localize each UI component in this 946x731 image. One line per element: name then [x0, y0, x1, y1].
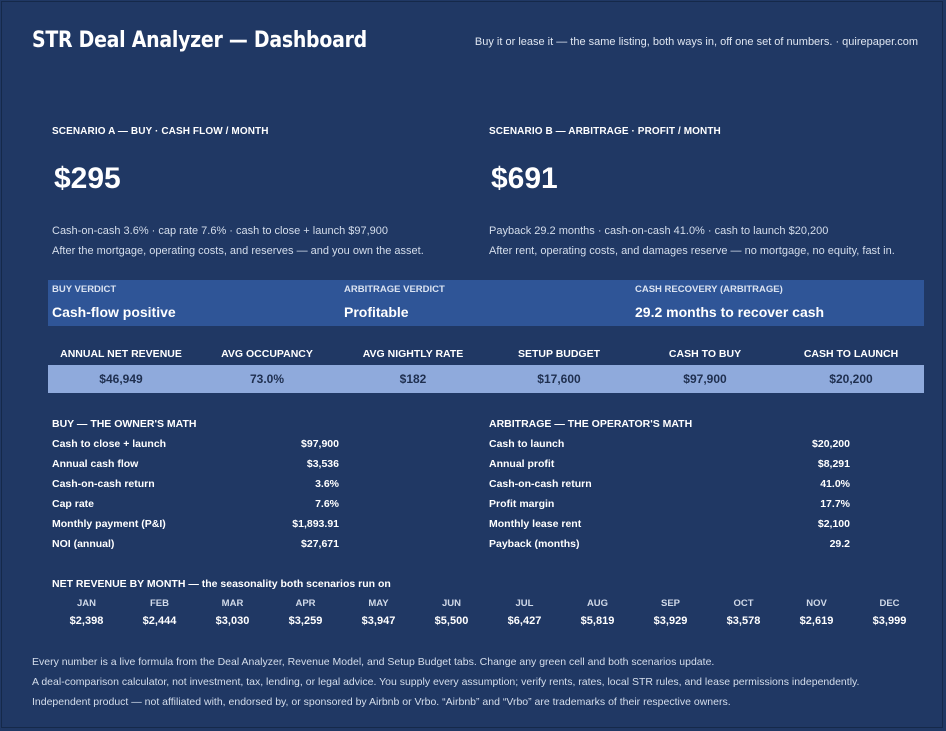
kpi-value-avg-occupancy: 73.0% [249, 372, 285, 386]
buy-math-value: $27,671 [301, 538, 339, 550]
scenario-b-profit: $691 [491, 162, 558, 195]
month-label: SEP [660, 598, 680, 609]
kpi-band [48, 365, 924, 393]
month-label: FEB [150, 598, 169, 609]
month-value: $5,500 [434, 615, 469, 627]
month-label: AUG [586, 598, 609, 609]
buy-math-value: 7.6% [315, 498, 339, 510]
month-value: $3,947 [361, 615, 396, 627]
buy-math-label: Annual cash flow [52, 458, 139, 470]
month-label: DEC [879, 598, 900, 609]
month-value: $3,929 [653, 615, 688, 627]
cash-recovery-label: CASH RECOVERY (ARBITRAGE) [635, 284, 783, 295]
footnote-live-formulas: Every number is a live formula from the … [32, 656, 715, 668]
buy-math-row: Cash-on-cash return 3.6% [52, 478, 339, 498]
buy-math-value: $97,900 [301, 438, 339, 450]
kpi-value-annual-net-revenue: $46,949 [99, 372, 143, 386]
arbitrage-math-row: Cash to launch $20,200 [489, 438, 850, 458]
footnote-trademarks: Independent product — not affiliated wit… [32, 696, 731, 708]
scenario-b-metrics: Payback 29.2 months · cash-on-cash 41.0%… [489, 225, 829, 237]
buy-math-label: Cash-on-cash return [52, 478, 155, 490]
buy-math-row: NOI (annual) $27,671 [52, 538, 339, 558]
month-value: $3,030 [215, 615, 250, 627]
arbitrage-math-label: Profit margin [489, 498, 555, 510]
arbitrage-math-value: $2,100 [817, 518, 850, 530]
arbitrage-math-label: Annual profit [489, 458, 555, 470]
kpi-value-setup-budget: $17,600 [537, 372, 581, 386]
month-label: APR [295, 598, 316, 609]
arbitrage-math-heading: ARBITRAGE — THE OPERATOR'S MATH [489, 418, 693, 430]
scenario-a-cash-flow: $295 [54, 162, 121, 195]
scenario-b-heading: SCENARIO B — ARBITRAGE · PROFIT / MONTH [489, 126, 721, 137]
scenario-b-note: After rent, operating costs, and damages… [489, 245, 895, 257]
month-label: JUL [515, 598, 534, 609]
scenario-a-heading: SCENARIO A — BUY · CASH FLOW / MONTH [52, 126, 269, 137]
buy-math-label: NOI (annual) [52, 538, 115, 550]
buy-math-value: $3,536 [306, 458, 339, 470]
tagline: Buy it or lease it — the same listing, b… [474, 36, 918, 48]
arbitrage-math-label: Cash to launch [489, 438, 565, 450]
month-value: $5,819 [580, 615, 615, 627]
kpi-label-avg-occupancy: AVG OCCUPANCY [221, 348, 313, 360]
buy-math-value: $1,893.91 [292, 518, 339, 530]
month-value: $2,619 [799, 615, 834, 627]
kpi-label-annual-net-revenue: ANNUAL NET REVENUE [60, 348, 182, 360]
buy-math-label: Cash to close + launch [52, 438, 167, 450]
month-label: NOV [806, 598, 827, 609]
arbitrage-math-label: Monthly lease rent [489, 518, 582, 530]
arbitrage-math-row: Monthly lease rent $2,100 [489, 518, 850, 538]
buy-math-row: Cash to close + launch $97,900 [52, 438, 339, 458]
buy-math-label: Cap rate [52, 498, 95, 510]
kpi-label-cash-to-buy: CASH TO BUY [668, 348, 742, 360]
buy-math-label: Monthly payment (P&I) [52, 518, 166, 530]
arbitrage-verdict-value: Profitable [344, 304, 409, 320]
monthly-revenue-title: NET REVENUE BY MONTH — the seasonality b… [52, 578, 391, 590]
arbitrage-math-row: Annual profit $8,291 [489, 458, 850, 478]
kpi-label-cash-to-launch: CASH TO LAUNCH [803, 348, 899, 360]
month-value: $3,259 [288, 615, 323, 627]
buy-math-row: Annual cash flow $3,536 [52, 458, 339, 478]
arbitrage-math-value: $20,200 [812, 438, 850, 450]
month-value: $2,398 [69, 615, 104, 627]
page-title: STR Deal Analyzer — Dashboard [32, 28, 367, 53]
arbitrage-verdict-label: ARBITRAGE VERDICT [344, 284, 445, 295]
kpi-label-avg-nightly-rate: AVG NIGHTLY RATE [362, 348, 464, 360]
month-value: $3,999 [872, 615, 907, 627]
arbitrage-math-value: $8,291 [817, 458, 850, 470]
buy-math-value: 3.6% [315, 478, 339, 490]
kpi-value-cash-to-launch: $20,200 [829, 372, 873, 386]
kpi-value-avg-nightly-rate: $182 [399, 372, 427, 386]
month-label: MAR [221, 598, 244, 609]
scenario-a-metrics: Cash-on-cash 3.6% · cap rate 7.6% · cash… [52, 225, 388, 237]
arbitrage-math-value: 41.0% [820, 478, 850, 490]
month-label: JUN [441, 598, 461, 609]
arbitrage-math-label: Payback (months) [489, 538, 580, 550]
month-label: OCT [733, 598, 754, 609]
arbitrage-math-label: Cash-on-cash return [489, 478, 592, 490]
month-value: $2,444 [142, 615, 177, 627]
buy-math-heading: BUY — THE OWNER'S MATH [52, 418, 197, 430]
month-label: MAY [368, 598, 389, 609]
kpi-value-cash-to-buy: $97,900 [683, 372, 727, 386]
cash-recovery-value: 29.2 months to recover cash [635, 304, 825, 320]
buy-verdict-label: BUY VERDICT [52, 284, 117, 295]
month-value: $6,427 [507, 615, 542, 627]
scenario-a-note: After the mortgage, operating costs, and… [52, 245, 424, 257]
arbitrage-math-row: Cash-on-cash return 41.0% [489, 478, 850, 498]
buy-math-row: Cap rate 7.6% [52, 498, 339, 518]
kpi-label-setup-budget: SETUP BUDGET [517, 348, 601, 360]
buy-verdict-value: Cash-flow positive [52, 304, 176, 320]
verdict-band: BUY VERDICT Cash-flow positive ARBITRAGE… [48, 280, 924, 326]
buy-math-row: Monthly payment (P&I) $1,893.91 [52, 518, 339, 538]
arbitrage-math-row: Profit margin 17.7% [489, 498, 850, 518]
footnote-disclaimer: A deal-comparison calculator, not invest… [32, 676, 860, 688]
arbitrage-math-value: 29.2 [829, 538, 850, 550]
month-label: JAN [76, 598, 96, 609]
arbitrage-math-value: 17.7% [820, 498, 850, 510]
month-value: $3,578 [726, 615, 761, 627]
arbitrage-math-row: Payback (months) 29.2 [489, 538, 850, 558]
